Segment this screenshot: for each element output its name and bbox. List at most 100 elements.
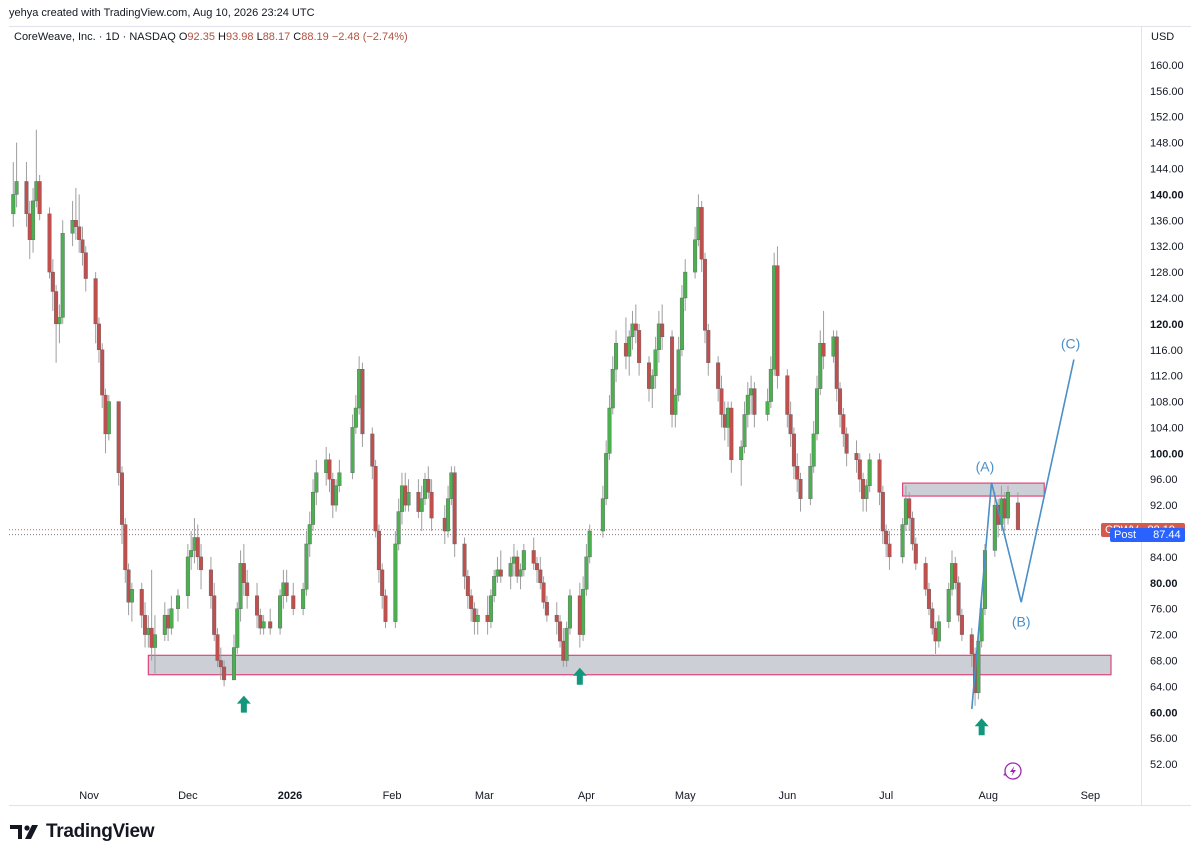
candle [752, 382, 757, 428]
price-tick-label: 104.00 [1150, 422, 1184, 434]
candle [241, 543, 246, 596]
candle-body-down [47, 213, 52, 273]
price-tick-label: 64.00 [1150, 681, 1178, 693]
candle-body-up [235, 608, 240, 648]
candle [462, 537, 467, 590]
candle [785, 369, 790, 428]
candle [301, 582, 306, 616]
candle-body-down [330, 479, 335, 506]
candle-body-down [969, 634, 974, 655]
time-tick-label: Jul [879, 790, 893, 802]
lightning-icon[interactable] [1003, 762, 1022, 780]
candle [485, 595, 490, 635]
time-tick-label: Dec [178, 790, 198, 802]
candle-body-down [1015, 502, 1020, 530]
candle [614, 330, 619, 383]
time-tick-label: Sep [1081, 790, 1101, 802]
candle [887, 531, 892, 570]
candle [814, 375, 819, 441]
candle [1006, 485, 1011, 525]
candle-body-up [34, 181, 39, 202]
candle [208, 556, 213, 609]
candle-body-up [175, 595, 180, 609]
candle-body-down [791, 433, 796, 467]
candle-body-up [189, 550, 194, 558]
candle [357, 356, 362, 415]
candle [50, 259, 55, 311]
candle [670, 330, 675, 428]
price-tick-label: 136.00 [1150, 215, 1184, 227]
zone-layer [147, 482, 1112, 676]
candle [706, 323, 711, 376]
time-tick-label: May [675, 790, 696, 802]
candle [162, 602, 167, 642]
candle [449, 466, 454, 506]
candle-body-up [650, 375, 655, 389]
candle [676, 336, 681, 402]
candle-body-down [116, 401, 121, 473]
candle-body-up [808, 466, 813, 499]
candle [544, 595, 549, 622]
candle [854, 440, 859, 473]
candle-body-down [149, 627, 154, 648]
currency-label[interactable]: USD [1151, 31, 1175, 43]
candle [581, 576, 586, 642]
candle [531, 537, 536, 570]
candle [416, 479, 421, 519]
candle [933, 621, 938, 655]
candle [627, 330, 632, 376]
candle [861, 472, 866, 512]
price-tick-label: 112.00 [1150, 371, 1183, 383]
tradingview-logo-icon [10, 825, 38, 839]
candle-body-up [281, 582, 286, 596]
candle [518, 563, 523, 590]
candle-body-down [877, 459, 882, 493]
candle-body-down [93, 278, 98, 325]
up-arrow-icon [236, 695, 251, 713]
candle [946, 582, 951, 629]
candle [116, 401, 121, 486]
candle-body-up [419, 498, 424, 512]
candle-body-up [301, 589, 306, 609]
candle-body-up [518, 569, 523, 577]
candle [683, 259, 688, 311]
candle [716, 356, 721, 402]
price-tick-label: 144.00 [1150, 164, 1184, 176]
candle [446, 485, 451, 538]
candle-body-down [360, 368, 365, 435]
candle-body-up [511, 556, 516, 564]
candle-body-up [278, 595, 283, 629]
tradingview-branding[interactable]: TradingView [10, 821, 155, 843]
candle [791, 427, 796, 480]
candle-body-down [670, 336, 675, 415]
candle [169, 595, 174, 635]
candle [238, 550, 243, 622]
candle [959, 608, 964, 642]
candle-body-down [841, 414, 846, 435]
price-tick-label: 132.00 [1150, 241, 1184, 253]
candle [11, 162, 16, 227]
candle-body-down [498, 569, 503, 577]
candle [515, 550, 520, 583]
candle-body-up [683, 271, 688, 299]
candle [623, 317, 628, 370]
candle [337, 459, 342, 493]
price-tick-label: 84.00 [1150, 552, 1178, 564]
candle-body-up [488, 595, 493, 622]
candle-body-down [24, 181, 29, 215]
candle-body-down [166, 614, 171, 629]
candle [950, 550, 955, 596]
candle [913, 537, 918, 570]
candle-body-down [416, 491, 421, 512]
candle [465, 569, 470, 609]
candle-body-up [169, 608, 174, 629]
candle-body-up [106, 401, 111, 435]
candle-body-down [485, 614, 490, 622]
candle [719, 375, 724, 428]
candle-body-up [495, 569, 500, 577]
candle-body-down [887, 543, 892, 558]
candle [281, 569, 286, 609]
candle [739, 440, 744, 486]
candle [192, 518, 197, 564]
